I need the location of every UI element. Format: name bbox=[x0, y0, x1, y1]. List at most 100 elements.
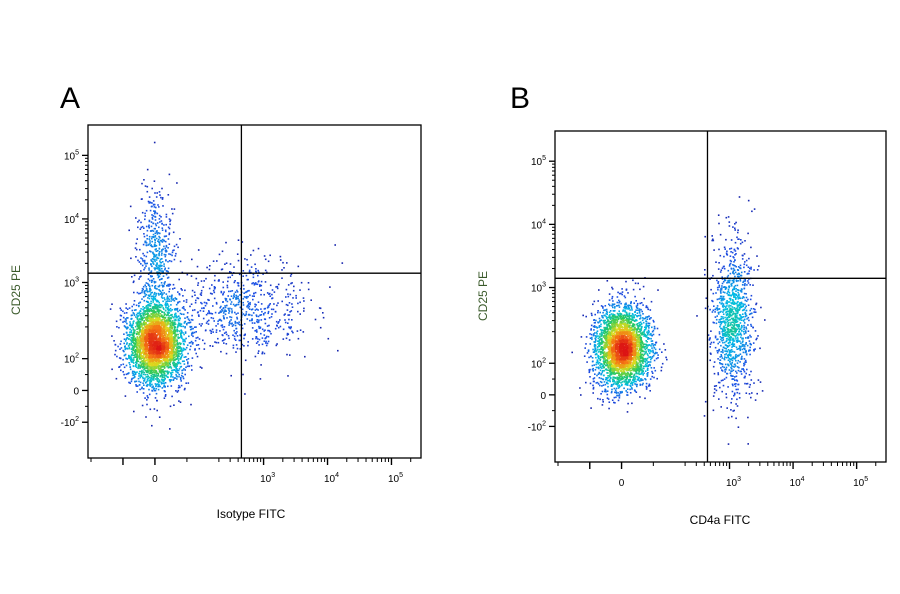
event-dot bbox=[136, 391, 138, 393]
event-dot bbox=[257, 315, 260, 318]
event-dot bbox=[147, 364, 150, 367]
event-dot bbox=[169, 323, 171, 325]
event-dot bbox=[226, 286, 229, 289]
event-dot bbox=[160, 383, 163, 385]
event-dot bbox=[713, 385, 716, 387]
event-dot bbox=[725, 216, 728, 219]
event-dot bbox=[165, 339, 168, 341]
event-dot bbox=[720, 379, 723, 382]
event-dot bbox=[253, 322, 256, 324]
event-dot bbox=[157, 333, 159, 335]
event-dot bbox=[264, 258, 267, 261]
event-dot bbox=[181, 354, 184, 356]
event-dot bbox=[159, 250, 161, 253]
event-dot bbox=[189, 348, 191, 351]
event-dot bbox=[175, 363, 178, 365]
event-dot bbox=[184, 348, 187, 351]
event-dot bbox=[632, 288, 635, 291]
panel-a-letter: A bbox=[60, 82, 80, 115]
event-dot bbox=[148, 297, 151, 300]
event-dot bbox=[617, 291, 619, 294]
event-dot bbox=[173, 350, 175, 352]
event-dot bbox=[164, 247, 166, 250]
event-dot bbox=[150, 270, 153, 272]
event-dot bbox=[169, 317, 171, 319]
event-dot bbox=[146, 238, 148, 240]
event-dot bbox=[736, 236, 738, 239]
event-dot bbox=[173, 249, 175, 251]
event-dot bbox=[180, 380, 182, 382]
event-dot bbox=[208, 310, 210, 312]
event-dot bbox=[716, 351, 719, 354]
event-dot bbox=[263, 255, 266, 257]
event-dot bbox=[172, 299, 174, 301]
event-dot bbox=[718, 398, 720, 400]
event-dot bbox=[245, 274, 248, 277]
event-dot bbox=[172, 355, 174, 358]
event-dot bbox=[299, 301, 301, 304]
event-dot bbox=[139, 341, 142, 344]
event-dot bbox=[212, 317, 215, 320]
event-dot bbox=[176, 182, 178, 184]
event-dot bbox=[143, 261, 146, 263]
event-dot bbox=[590, 333, 593, 336]
event-dot bbox=[136, 291, 139, 294]
event-dot bbox=[299, 313, 301, 315]
event-dot bbox=[248, 270, 251, 273]
event-dot bbox=[175, 313, 177, 315]
event-dot bbox=[140, 337, 142, 339]
event-dot bbox=[190, 275, 193, 277]
event-dot bbox=[171, 332, 173, 334]
event-dot bbox=[136, 322, 138, 325]
event-dot bbox=[600, 305, 603, 307]
event-dot bbox=[215, 329, 218, 331]
event-dot bbox=[165, 350, 167, 353]
panel-a-plot-frame bbox=[87, 124, 422, 459]
event-dot bbox=[168, 362, 171, 365]
event-dot bbox=[183, 322, 186, 324]
event-dot bbox=[712, 395, 715, 397]
event-dot bbox=[156, 222, 159, 224]
event-dot bbox=[120, 364, 122, 366]
event-dot bbox=[283, 267, 285, 269]
event-dot bbox=[144, 340, 147, 342]
event-dot bbox=[157, 355, 159, 358]
event-dot bbox=[602, 305, 604, 308]
event-dot bbox=[159, 327, 162, 329]
event-dot bbox=[192, 309, 194, 312]
event-dot bbox=[238, 300, 241, 303]
event-dot bbox=[171, 353, 173, 356]
event-dot bbox=[717, 350, 720, 352]
event-dot bbox=[149, 379, 152, 381]
event-dot bbox=[133, 376, 136, 379]
event-dot bbox=[134, 350, 136, 352]
event-dot bbox=[726, 250, 728, 253]
event-dot bbox=[653, 376, 655, 379]
event-dot bbox=[222, 293, 224, 296]
event-dot bbox=[131, 346, 134, 349]
event-dot bbox=[174, 326, 176, 328]
event-dot bbox=[745, 293, 747, 295]
event-dot bbox=[209, 345, 211, 347]
event-dot bbox=[612, 300, 614, 302]
event-dot bbox=[179, 260, 182, 263]
event-dot bbox=[159, 356, 162, 358]
event-dot bbox=[142, 392, 145, 394]
event-dot bbox=[144, 341, 147, 344]
event-dot bbox=[137, 320, 140, 322]
event-dot bbox=[154, 307, 156, 310]
event-dot bbox=[115, 320, 118, 323]
event-dot bbox=[160, 292, 163, 294]
event-dot bbox=[148, 225, 150, 228]
event-dot bbox=[285, 288, 288, 291]
event-dot bbox=[265, 335, 268, 338]
event-dot bbox=[171, 326, 173, 329]
event-dot bbox=[647, 308, 649, 311]
event-dot bbox=[140, 340, 142, 342]
event-dot bbox=[190, 328, 193, 330]
event-dot bbox=[755, 303, 757, 306]
event-dot bbox=[757, 379, 760, 381]
event-dot bbox=[218, 253, 221, 256]
event-dot bbox=[618, 397, 621, 399]
event-dot bbox=[228, 309, 230, 311]
